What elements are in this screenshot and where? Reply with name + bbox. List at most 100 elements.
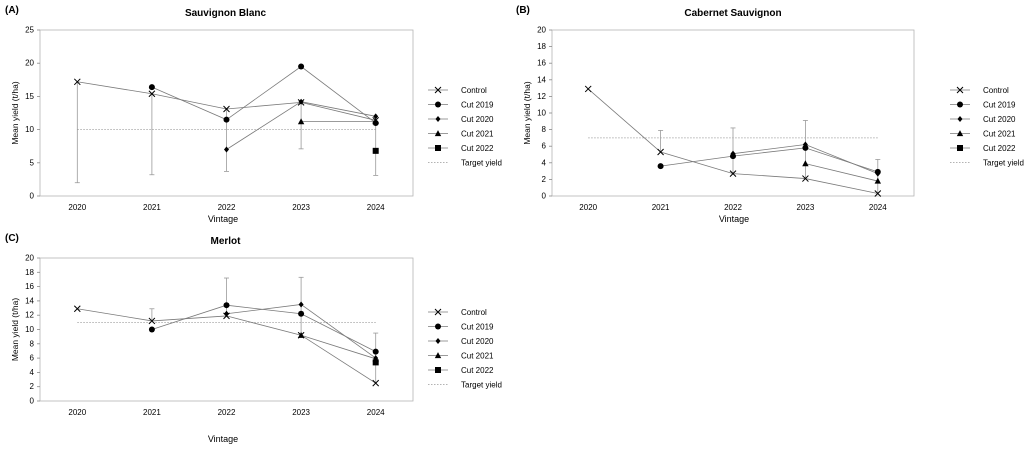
y-axis-label: Mean yield (t/ha) <box>522 81 532 144</box>
data-point <box>802 141 808 148</box>
x-axis-label: Vintage <box>208 214 238 224</box>
series-line <box>300 334 376 360</box>
data-point <box>372 118 379 125</box>
x-tick-label: 2022 <box>218 408 236 417</box>
legend-label: Cut 2022 <box>461 144 494 153</box>
legend-marker <box>956 86 964 94</box>
data-point <box>372 359 379 366</box>
data-point <box>875 170 881 177</box>
legend-marker <box>435 101 441 108</box>
legend-label: Cut 2020 <box>461 115 494 124</box>
x-tick-label: 2023 <box>292 203 310 212</box>
legend-label: Cut 2020 <box>461 337 494 346</box>
y-tick-label: 20 <box>537 26 546 35</box>
y-tick-label: 18 <box>25 268 34 277</box>
data-point <box>874 190 882 197</box>
series-line <box>151 66 376 124</box>
y-tick-label: 16 <box>537 59 546 68</box>
y-tick-label: 20 <box>25 254 34 263</box>
x-tick-label: 2024 <box>869 203 887 212</box>
legend-marker <box>434 352 442 359</box>
series-line <box>660 147 878 173</box>
data-point <box>372 147 379 154</box>
data-point <box>73 305 81 313</box>
x-tick-label: 2024 <box>367 203 385 212</box>
y-tick-label: 12 <box>537 92 546 101</box>
legend: Control Cut 2019 Cut 2020 Cut 2021 Cut 2022 T… <box>428 86 502 168</box>
panel-label: (A) <box>5 5 19 16</box>
data-point <box>372 379 380 387</box>
y-tick-label: 20 <box>25 59 34 68</box>
legend-label: Control <box>461 86 487 95</box>
x-tick-label: 2022 <box>724 203 742 212</box>
legend-label: Cut 2019 <box>461 323 494 332</box>
chart-title: Merlot <box>210 236 241 247</box>
chart-title: Cabernet Sauvignon <box>684 8 782 19</box>
legend: Control Cut 2019 Cut 2020 Cut 2021 Cut 2022 T… <box>950 86 1024 168</box>
legend-label: Target yield <box>983 159 1024 168</box>
legend-label: Cut 2019 <box>461 101 494 110</box>
data-point <box>373 113 379 120</box>
x-tick-label: 2021 <box>143 203 161 212</box>
y-tick-label: 6 <box>542 142 547 151</box>
legend-label: Cut 2021 <box>461 352 494 361</box>
x-tick-label: 2023 <box>292 408 310 417</box>
data-point <box>148 317 156 325</box>
x-tick-label: 2020 <box>68 408 86 417</box>
y-tick-label: 5 <box>30 158 35 167</box>
x-tick-label: 2023 <box>797 203 815 212</box>
x-tick-label: 2020 <box>68 203 86 212</box>
data-point <box>148 90 156 98</box>
y-tick-label: 12 <box>25 311 34 320</box>
legend-label: Target yield <box>461 159 502 168</box>
chart-title: Sauvignon Blanc <box>184 8 267 19</box>
data-point <box>298 98 304 105</box>
data-point <box>802 160 809 167</box>
y-tick-label: 0 <box>30 397 35 406</box>
y-tick-label: 25 <box>25 26 34 35</box>
legend-marker <box>435 338 441 344</box>
x-tick-label: 2021 <box>652 203 670 212</box>
y-tick-label: 18 <box>537 42 546 51</box>
legend-label: Cut 2019 <box>983 101 1016 110</box>
x-tick-label: 2024 <box>367 408 385 417</box>
panel-label: (C) <box>5 233 19 244</box>
data-point <box>298 310 305 317</box>
legend-label: Cut 2022 <box>983 144 1016 153</box>
data-point <box>802 175 809 182</box>
legend-label: Cut 2021 <box>461 130 494 139</box>
legend-marker <box>435 367 441 373</box>
legend-marker <box>956 130 964 137</box>
legend-marker <box>434 86 442 94</box>
chart-panel-c: (C) Merlot 0 2 4 6 8 10 12 14 16 18 20 2020 2021 2022… <box>0 228 512 448</box>
data-point <box>223 116 230 123</box>
legend-label: Control <box>983 86 1009 95</box>
legend-marker <box>434 130 442 137</box>
y-tick-label: 8 <box>30 339 35 348</box>
legend-label: Cut 2022 <box>461 366 494 375</box>
x-tick-label: 2022 <box>218 203 236 212</box>
y-tick-label: 16 <box>25 282 34 291</box>
legend-marker <box>957 145 963 151</box>
y-tick-label: 14 <box>537 75 546 84</box>
legend-marker <box>434 308 442 316</box>
data-point <box>298 301 304 308</box>
data-point <box>148 84 155 91</box>
y-axis-label: Mean yield (t/ha) <box>10 81 20 144</box>
data-point <box>372 348 379 355</box>
data-point <box>223 105 230 113</box>
x-axis-label: Vintage <box>208 434 238 444</box>
y-tick-label: 0 <box>542 192 547 201</box>
data-point <box>224 146 229 153</box>
y-tick-label: 10 <box>25 325 34 334</box>
legend: Control Cut 2019 Cut 2020 Cut 2021 Cut 2022 T… <box>428 308 502 390</box>
legend-label: Target yield <box>461 381 502 390</box>
plot-frame <box>39 29 414 197</box>
y-tick-label: 8 <box>542 125 547 134</box>
series-line <box>151 304 376 353</box>
data-point <box>297 118 305 125</box>
y-tick-label: 10 <box>25 125 34 134</box>
data-point <box>224 310 229 317</box>
series-line <box>77 308 376 384</box>
